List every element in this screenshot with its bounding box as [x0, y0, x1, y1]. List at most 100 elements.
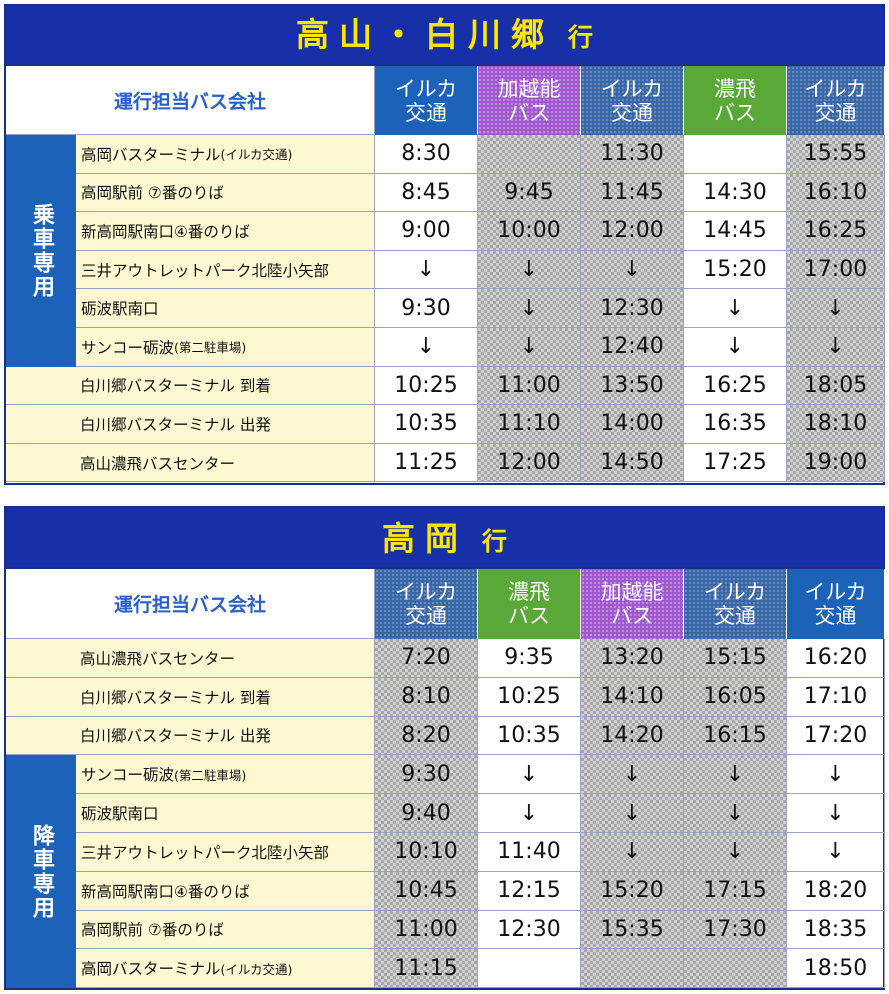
time-cell: 16:05 [684, 677, 787, 717]
stop-name-text: 新高岡駅南口④番のりば [81, 222, 250, 241]
operator-name-line1: 加越能 [497, 76, 561, 101]
stop-note: (第二駐車場) [174, 340, 247, 356]
operator-cell: イルカ 交通 [581, 66, 684, 135]
time-cell: 11:45 [581, 173, 684, 213]
time-cell: ↓ [581, 833, 684, 872]
stop-name-text: 白川郷バスターミナル 到着 [80, 688, 271, 707]
time-cell: ↓ [684, 289, 787, 328]
stop-name-text: 高岡バスターミナル [81, 145, 221, 164]
time-cell: 8:10 [375, 677, 478, 717]
time-cell [684, 135, 787, 174]
time-cell: 10:35 [375, 405, 478, 444]
stop-name: 高岡駅前 ⑦番のりば [76, 910, 375, 950]
time-cell: 10:10 [375, 833, 478, 872]
operator-name-line1: イルカ [394, 76, 458, 101]
time-cell: ↓ [581, 794, 684, 833]
stop-name-text: 高岡バスターミナル [81, 960, 221, 979]
operator-name-line2: 交通 [611, 100, 653, 125]
time-cell: ↓ [581, 755, 684, 795]
time-cell: 17:20 [787, 716, 885, 756]
time-cell: 16:10 [787, 173, 885, 213]
stop-name: 高山濃飛バスセンター [6, 443, 375, 483]
time-cell: 9:45 [478, 173, 581, 213]
stop-name-text: 高山濃飛バスセンター [80, 649, 236, 668]
time-cell: 9:35 [478, 639, 581, 678]
time-cell: 11:30 [581, 135, 684, 174]
time-cell: 17:00 [787, 250, 885, 290]
time-cell: ↓ [684, 833, 787, 872]
operator-name-line1: イルカ [703, 580, 767, 604]
stop-name-text: 高岡駅前 ⑦番のりば [81, 921, 224, 940]
operator-header-label: 運行担当バス会社 [6, 66, 375, 135]
time-cell [478, 135, 581, 174]
timetable-takayama-shirakawago: 高山・白川郷行 運行担当バス会社 イルカ 交通 加越能 バス イルカ 交通 濃飛 バス イルカ 交通… [4, 4, 885, 485]
time-cell [581, 949, 684, 989]
stop-name: 白川郷バスターミナル 到着 [6, 677, 375, 717]
time-cell: ↓ [787, 833, 885, 872]
time-cell: 15:55 [787, 135, 885, 174]
time-cell: 18:05 [787, 366, 885, 406]
time-cell: ↓ [684, 328, 787, 367]
stop-name: 高山濃飛バスセンター [6, 639, 375, 678]
operator-name-line1: イルカ [804, 76, 867, 101]
time-cell: 10:45 [375, 871, 478, 911]
stop-name: 高岡駅前 ⑦番のりば [76, 173, 375, 213]
time-cell: ↓ [478, 289, 581, 328]
time-cell: 18:35 [787, 910, 885, 950]
table-title: 高岡行 [6, 508, 883, 569]
stop-note: (第二駐車場) [174, 767, 247, 783]
time-cell: 12:30 [581, 289, 684, 328]
time-cell: 7:20 [375, 639, 478, 678]
stop-name-text: 高山濃飛バスセンター [80, 454, 236, 473]
stop-name: 砺波駅南口 [76, 794, 375, 833]
time-cell: 14:30 [684, 173, 787, 213]
time-cell: 16:25 [787, 212, 885, 251]
time-cell: 16:20 [787, 639, 885, 678]
time-cell: 18:50 [787, 949, 885, 989]
operator-name-line2: バス [508, 100, 550, 125]
time-cell: 8:30 [375, 135, 478, 174]
section-label: 降車専用 [6, 755, 76, 989]
time-cell: ↓ [478, 755, 581, 795]
time-cell: 14:50 [581, 443, 684, 483]
time-cell: 18:20 [787, 871, 885, 911]
time-cell: 10:00 [478, 212, 581, 251]
time-cell: 9:00 [375, 212, 478, 251]
time-cell [478, 949, 581, 989]
time-cell: 12:00 [478, 443, 581, 483]
time-cell: ↓ [478, 794, 581, 833]
time-cell: 11:40 [478, 833, 581, 872]
time-cell: 11:00 [478, 366, 581, 406]
time-cell: 12:00 [581, 212, 684, 251]
stop-name: 白川郷バスターミナル 出発 [6, 716, 375, 756]
time-cell: 12:15 [478, 871, 581, 911]
operator-cell: 濃飛 バス [478, 569, 581, 639]
operator-name-line1: 濃飛 [714, 76, 756, 101]
time-cell: 16:15 [684, 716, 787, 756]
time-cell: 9:30 [375, 755, 478, 795]
time-cell: 13:20 [581, 639, 684, 678]
time-cell: 10:35 [478, 716, 581, 756]
stop-name-text: 砺波駅南口 [81, 805, 159, 824]
time-cell: 10:25 [375, 366, 478, 406]
time-cell: 15:35 [581, 910, 684, 950]
operator-cell: イルカ 交通 [375, 66, 478, 135]
title-suffix: 行 [481, 527, 507, 556]
operator-name-line1: 加越能 [600, 580, 664, 604]
operator-name-line2: バス [714, 100, 756, 125]
stop-name: 新高岡駅南口④番のりば [76, 871, 375, 911]
time-cell: 17:10 [787, 677, 885, 717]
stop-note: (イルカ交通) [220, 147, 293, 163]
time-cell: ↓ [375, 328, 478, 367]
stop-name: 新高岡駅南口④番のりば [76, 212, 375, 251]
time-cell [684, 949, 787, 989]
time-cell: 12:30 [478, 910, 581, 950]
time-cell: 16:25 [684, 366, 787, 406]
time-cell: ↓ [787, 328, 885, 367]
stop-name-text: 三井アウトレットパーク北陸小矢部 [81, 843, 330, 862]
operator-name-line2: 交通 [714, 604, 756, 628]
time-cell: 8:45 [375, 173, 478, 213]
operator-name-line2: バス [508, 604, 550, 628]
stop-name: 高岡バスターミナル (イルカ交通) [76, 135, 375, 174]
timetable-takaoka: 高岡行 運行担当バス会社 イルカ 交通 濃飛 バス 加越能 バス イルカ 交通 イルカ 交通 降車専用… [4, 506, 885, 990]
